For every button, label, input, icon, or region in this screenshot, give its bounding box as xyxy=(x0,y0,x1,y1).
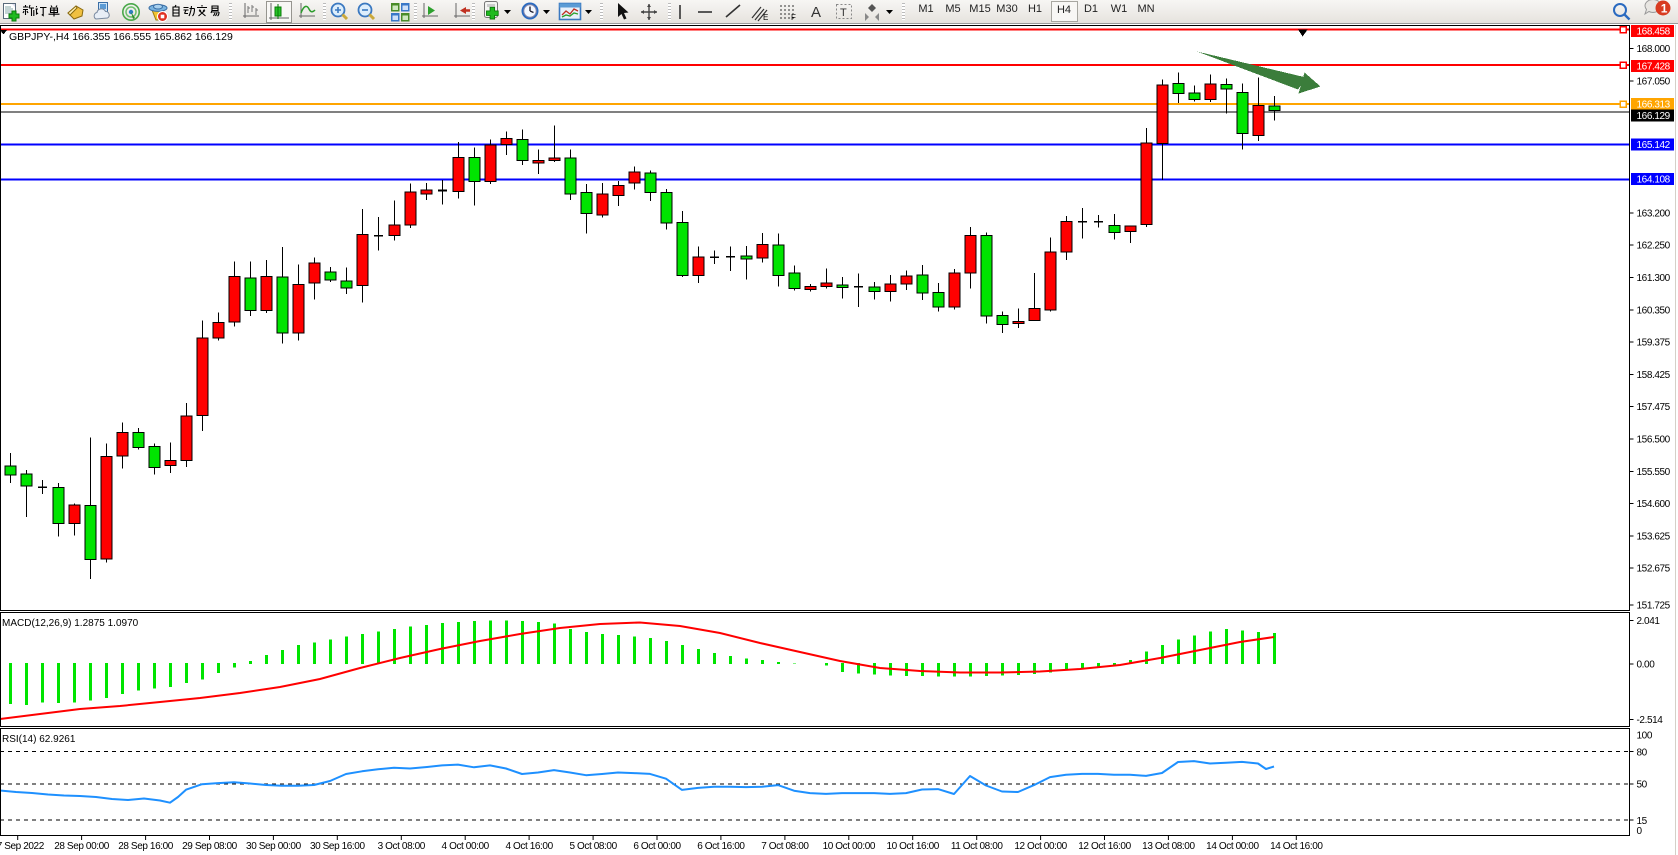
svg-text:154.600: 154.600 xyxy=(1637,499,1671,510)
svg-text:168.458: 168.458 xyxy=(1637,27,1671,38)
svg-text:11 Oct 08:00: 11 Oct 08:00 xyxy=(951,841,1004,852)
svg-text:155.550: 155.550 xyxy=(1637,467,1671,478)
svg-text:168.000: 168.000 xyxy=(1637,44,1671,55)
svg-text:7 Oct 08:00: 7 Oct 08:00 xyxy=(761,841,809,852)
svg-text:50: 50 xyxy=(1637,780,1648,791)
svg-text:4 Oct 16:00: 4 Oct 16:00 xyxy=(505,841,553,852)
svg-text:27 Sep 2022: 27 Sep 2022 xyxy=(0,841,45,852)
svg-text:152.675: 152.675 xyxy=(1637,564,1671,575)
svg-text:5 Oct 08:00: 5 Oct 08:00 xyxy=(569,841,617,852)
svg-text:14 Oct 00:00: 14 Oct 00:00 xyxy=(1206,841,1259,852)
svg-text:6 Oct 00:00: 6 Oct 00:00 xyxy=(633,841,681,852)
svg-text:2.041: 2.041 xyxy=(1637,616,1661,627)
svg-text:-2.514: -2.514 xyxy=(1637,715,1664,726)
svg-text:166.129: 166.129 xyxy=(1637,111,1671,122)
svg-text:0.00: 0.00 xyxy=(1637,660,1656,671)
svg-text:12 Oct 16:00: 12 Oct 16:00 xyxy=(1078,841,1131,852)
svg-text:3 Oct 08:00: 3 Oct 08:00 xyxy=(378,841,426,852)
svg-text:100: 100 xyxy=(1637,731,1653,742)
svg-text:GBPJPY-,H4 166.355 166.555 16: GBPJPY-,H4 166.355 166.555 165.862 166.1… xyxy=(9,31,233,43)
svg-text:12 Oct 00:00: 12 Oct 00:00 xyxy=(1014,841,1067,852)
svg-text:151.725: 151.725 xyxy=(1637,601,1671,612)
svg-text:T: T xyxy=(840,7,847,19)
svg-text:14 Oct 16:00: 14 Oct 16:00 xyxy=(1270,841,1323,852)
svg-text:E: E xyxy=(763,13,768,22)
svg-text:166.313: 166.313 xyxy=(1637,100,1671,111)
svg-text:6 Oct 16:00: 6 Oct 16:00 xyxy=(697,841,745,852)
svg-text:160.350: 160.350 xyxy=(1637,305,1671,316)
svg-text:158.425: 158.425 xyxy=(1637,370,1671,381)
svg-text:15: 15 xyxy=(1637,816,1648,827)
svg-text:13 Oct 08:00: 13 Oct 08:00 xyxy=(1142,841,1195,852)
svg-text:MACD(12,26,9) 1.2875 1.0970: MACD(12,26,9) 1.2875 1.0970 xyxy=(2,618,139,629)
svg-text:10 Oct 16:00: 10 Oct 16:00 xyxy=(886,841,939,852)
svg-text:0: 0 xyxy=(1637,826,1643,836)
svg-text:165.142: 165.142 xyxy=(1637,140,1671,151)
svg-text:161.300: 161.300 xyxy=(1637,273,1671,284)
svg-text:10 Oct 00:00: 10 Oct 00:00 xyxy=(823,841,876,852)
svg-text:156.500: 156.500 xyxy=(1637,435,1671,446)
svg-text:162.250: 162.250 xyxy=(1637,241,1671,252)
svg-text:153.625: 153.625 xyxy=(1637,531,1671,542)
svg-text:4 Oct 00:00: 4 Oct 00:00 xyxy=(442,841,490,852)
svg-text:1: 1 xyxy=(1661,2,1668,16)
svg-text:30 Sep 16:00: 30 Sep 16:00 xyxy=(310,841,366,852)
svg-text:A: A xyxy=(811,4,821,21)
svg-text:167.050: 167.050 xyxy=(1637,77,1671,88)
svg-text:RSI(14) 62.9261: RSI(14) 62.9261 xyxy=(2,734,76,745)
svg-text:167.428: 167.428 xyxy=(1637,62,1671,73)
svg-text:164.108: 164.108 xyxy=(1637,175,1671,186)
svg-text:157.475: 157.475 xyxy=(1637,402,1671,413)
svg-text:80: 80 xyxy=(1637,748,1648,759)
svg-text:30 Sep 00:00: 30 Sep 00:00 xyxy=(246,841,302,852)
svg-text:159.375: 159.375 xyxy=(1637,338,1671,349)
svg-text:F: F xyxy=(791,13,796,22)
svg-text:28 Sep 16:00: 28 Sep 16:00 xyxy=(118,841,174,852)
svg-text:28 Sep 00:00: 28 Sep 00:00 xyxy=(54,841,110,852)
svg-text:29 Sep 08:00: 29 Sep 08:00 xyxy=(182,841,238,852)
svg-text:163.200: 163.200 xyxy=(1637,208,1671,219)
